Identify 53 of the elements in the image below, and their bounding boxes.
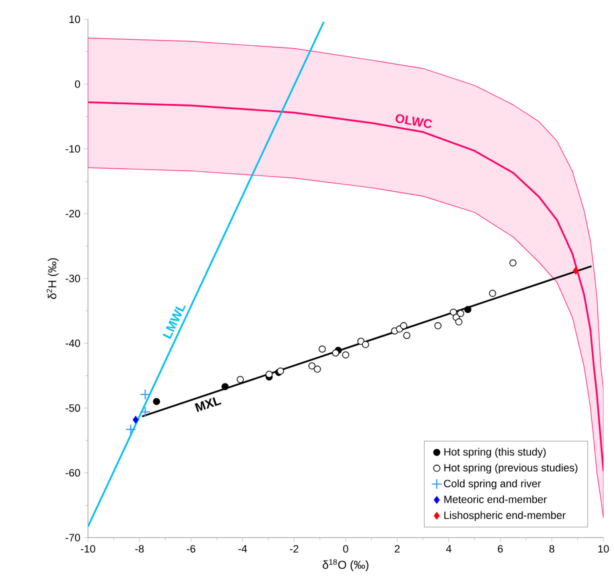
- legend-label: Cold spring and river: [444, 480, 541, 490]
- x-tick-label: 10: [598, 545, 609, 553]
- point: [125, 424, 136, 435]
- point: [318, 346, 326, 353]
- x-tick-label: -6: [186, 545, 196, 553]
- legend-label: Hot spring (previous studies): [444, 464, 578, 474]
- x-tick-label: -2: [290, 545, 298, 553]
- point: [509, 259, 516, 267]
- y-tick-label: -70: [66, 534, 80, 542]
- point: [314, 366, 321, 373]
- point: [464, 306, 472, 314]
- y-tick-label: 0: [75, 80, 80, 88]
- x-tick-label: -10: [80, 545, 96, 553]
- y-tick-label: -20: [66, 210, 80, 218]
- y-tick-label: -10: [66, 145, 80, 153]
- point: [403, 332, 410, 340]
- text: MXL: [194, 397, 222, 412]
- y-tick-label: -50: [66, 404, 80, 412]
- x-tick-label: 4: [446, 545, 452, 552]
- point: [140, 406, 151, 418]
- text: OLWC: [396, 114, 432, 128]
- point: [457, 310, 464, 318]
- point: [222, 383, 229, 390]
- y-axis-title: δ$^{2}$H (‰): [46, 258, 59, 299]
- point: [132, 416, 139, 424]
- x-tick-label: -8: [135, 545, 144, 553]
- y-tick-label: 10: [70, 16, 80, 24]
- point: [362, 341, 370, 348]
- point: [450, 308, 457, 316]
- point: [236, 376, 244, 384]
- y-tick-label: -40: [66, 340, 80, 348]
- point: [342, 351, 350, 359]
- legend-label: Lishospheric end-member: [444, 511, 566, 522]
- x-tick-label: 8: [549, 545, 554, 553]
- point: [400, 322, 408, 330]
- point: [489, 290, 496, 297]
- point: [152, 398, 160, 406]
- point: [455, 318, 462, 326]
- x-tick-label: 0: [343, 545, 348, 553]
- point: [308, 362, 316, 370]
- x-tick-label: 6: [498, 545, 503, 553]
- x-tick-label: -4: [238, 545, 247, 552]
- point: [140, 389, 151, 400]
- legend-label: Hot spring (this study): [444, 448, 546, 458]
- y-tick-label: -60: [66, 469, 80, 477]
- y-tick-label: -30: [66, 274, 80, 282]
- point: [434, 322, 442, 330]
- point: [572, 266, 579, 275]
- legend-label: Meteoric end-member: [444, 495, 547, 504]
- x-axis-title: δ$^{18}$O (‰): [322, 559, 368, 572]
- x-tick-label: 2: [394, 545, 400, 553]
- point: [332, 349, 340, 357]
- point: [266, 370, 273, 378]
